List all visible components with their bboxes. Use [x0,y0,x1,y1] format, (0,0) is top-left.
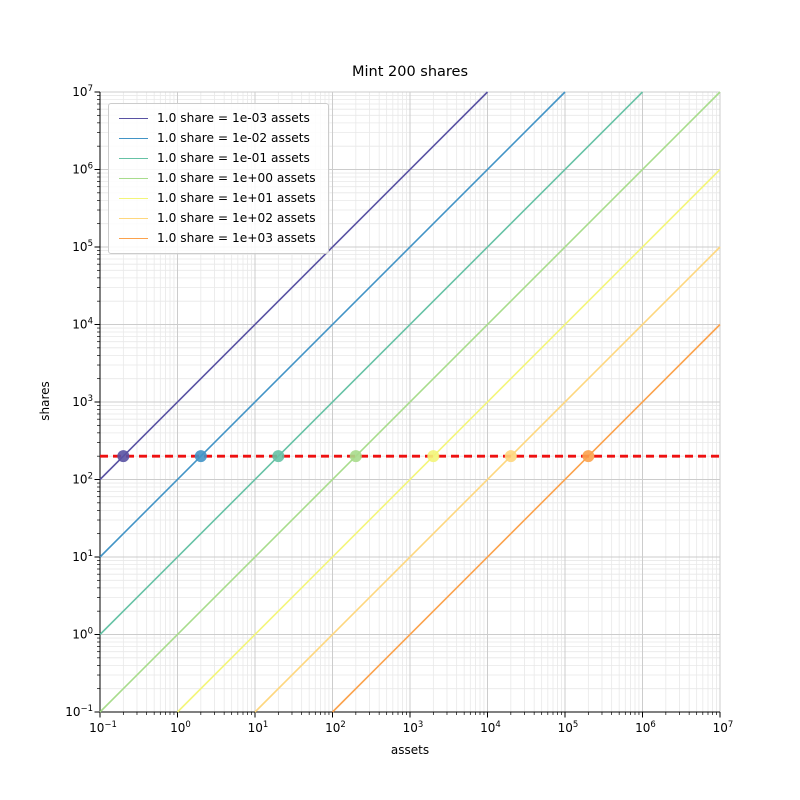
x-tick-label: 101 [248,720,269,735]
x-tick-label: 102 [325,720,346,735]
legend-item: 1.0 share = 1e-03 assets [119,111,316,125]
legend: 1.0 share = 1e-03 assets 1.0 share = 1e-0… [108,103,329,254]
x-tick-label: 103 [403,720,424,735]
series-line [176,168,721,713]
legend-item: 1.0 share = 1e-01 assets [119,150,316,165]
data-point-marker [194,450,207,463]
x-tick-label: 100 [170,720,191,735]
x-tick-label: 105 [558,720,579,735]
legend-label: 1.0 share = 1e+03 assets [157,230,316,245]
x-tick-label: 106 [635,720,656,735]
series-line [99,91,566,558]
legend-line-swatch [119,177,148,179]
y-tick-label: 106 [72,162,93,177]
legend-item: 1.0 share = 1e+00 assets [119,170,316,185]
legend-item: 1.0 share = 1e-02 assets [119,130,316,145]
series-line [99,91,721,713]
y-tick-label: 107 [72,84,93,99]
y-tick-label: 101 [72,549,93,564]
y-tick-label: 105 [72,239,93,254]
legend-label: 1.0 share = 1e-01 assets [157,150,310,165]
y-tick-label: 102 [72,472,93,487]
y-tick-label: 10−1 [65,704,93,719]
legend-label: 1.0 share = 1e-03 assets [157,111,310,125]
legend-label: 1.0 share = 1e+00 assets [157,170,316,185]
x-tick-label: 107 [713,720,734,735]
data-point-marker [349,450,362,463]
legend-line-swatch [119,237,148,239]
legend-item: 1.0 share = 1e+02 assets [119,210,316,225]
x-tick-label: 104 [480,720,501,735]
legend-line-swatch [119,138,148,140]
data-point-marker [272,450,285,463]
series-line [99,91,644,636]
x-tick-label: 10−1 [89,720,117,735]
data-point-marker [427,450,440,463]
legend-label: 1.0 share = 1e-02 assets [157,130,310,145]
y-tick-label: 103 [72,394,93,409]
x-axis-label: assets [390,743,430,757]
data-point-marker [582,450,595,463]
legend-line-swatch [119,197,148,199]
legend-label: 1.0 share = 1e+02 assets [157,210,316,225]
data-point-marker [117,450,130,463]
y-tick-label: 104 [72,317,93,332]
legend-line-swatch [119,158,148,160]
series-line [331,323,721,713]
legend-item: 1.0 share = 1e+01 assets [119,190,316,205]
y-tick-label: 100 [72,627,93,642]
chart-title: Mint 200 shares [351,64,469,80]
legend-label: 1.0 share = 1e+01 assets [157,190,316,205]
legend-line-swatch [119,118,148,120]
legend-line-swatch [119,217,148,219]
data-point-marker [504,450,517,463]
y-axis-label: shares [38,381,52,421]
series-line [99,91,489,481]
series-line [254,246,721,713]
legend-item: 1.0 share = 1e+03 assets [119,230,316,245]
